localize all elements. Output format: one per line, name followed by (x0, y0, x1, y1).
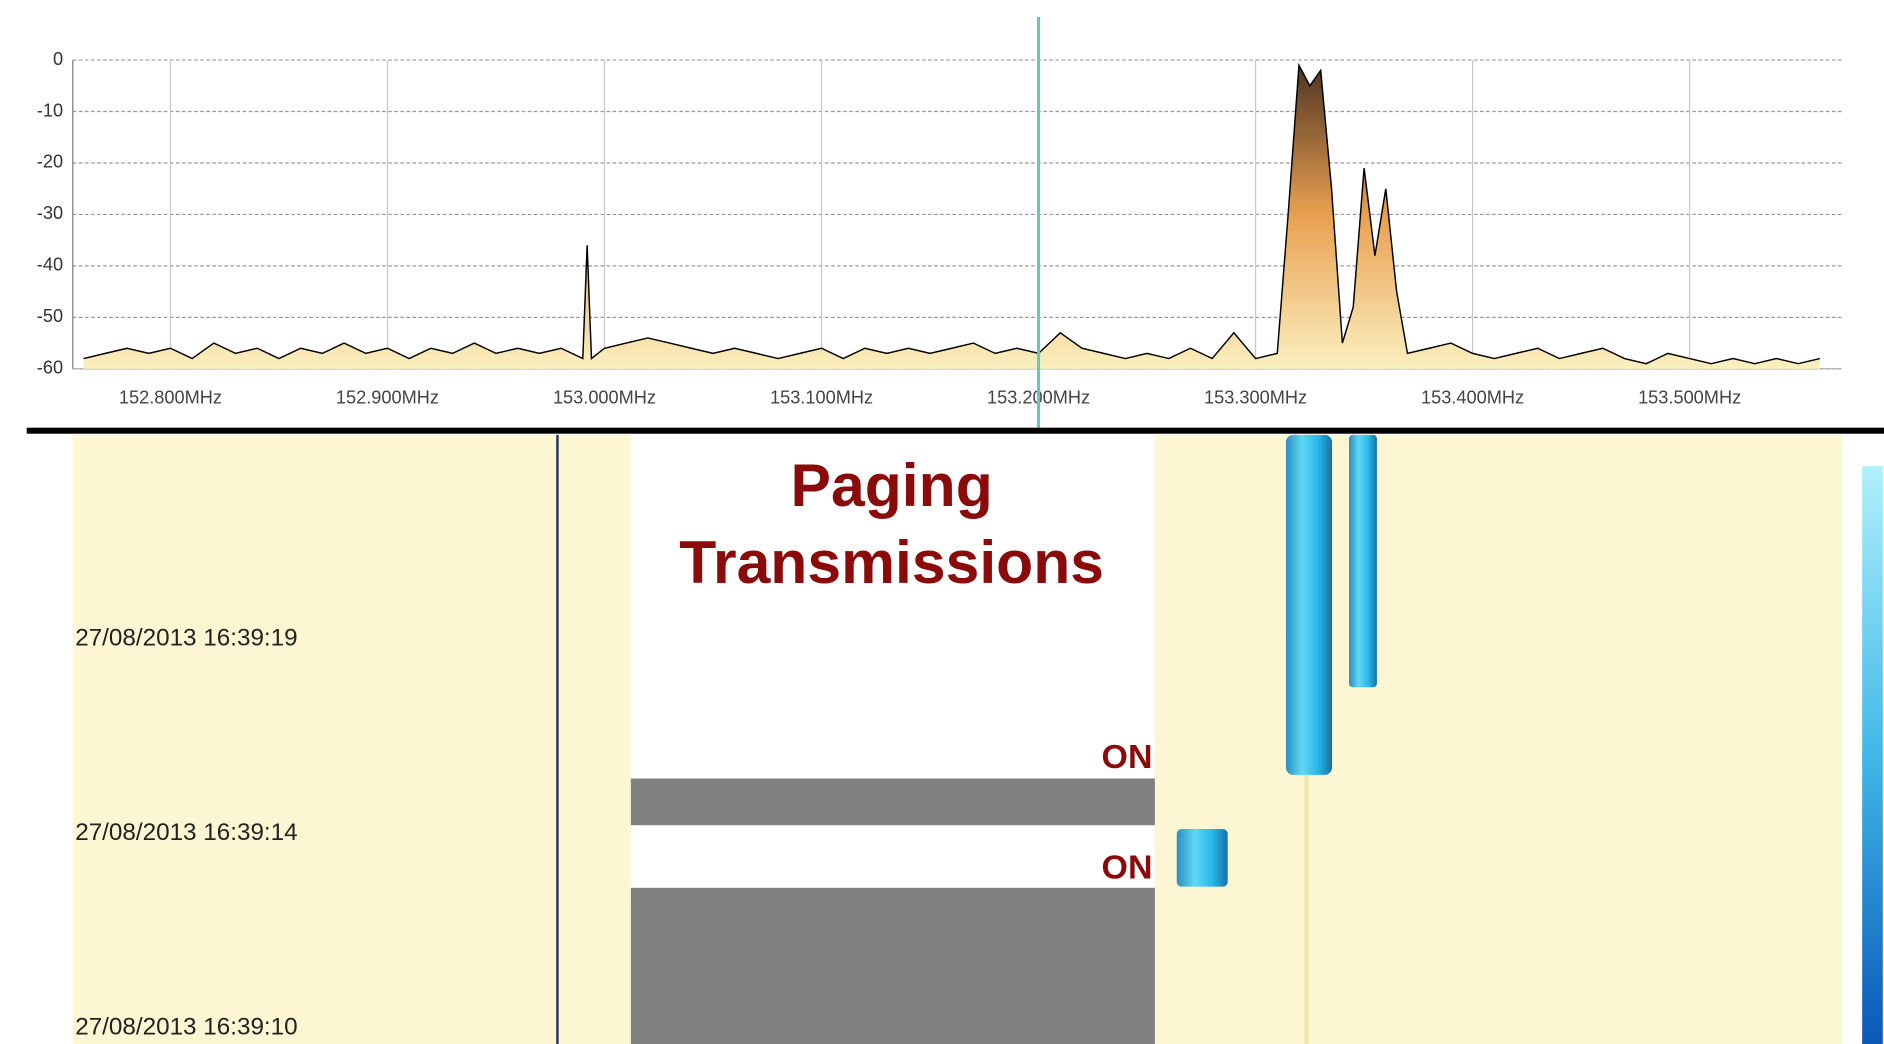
off-band (631, 888, 1155, 1044)
x-tick-label: 153.500MHz (1638, 388, 1741, 408)
off-band (631, 778, 1155, 825)
annotation: Transmissions (679, 528, 1104, 596)
x-tick-label: 152.800MHz (119, 388, 222, 408)
timestamp: 27/08/2013 16:39:14 (75, 819, 297, 846)
y-tick-label: -60 (37, 358, 63, 378)
signal-trace (1349, 435, 1377, 687)
x-tick-label: 153.300MHz (1204, 388, 1307, 408)
x-tick-label: 152.900MHz (336, 388, 439, 408)
spectrum-app: 0 -10 -20 -30 -40 -50 -60 152.800MHz 152.900MHz 1… (0, 0, 1884, 1044)
divider (27, 428, 1884, 434)
signal-trace (1177, 829, 1228, 887)
y-tick-label: -20 (37, 152, 63, 172)
y-tick-label: -50 (37, 306, 63, 326)
on-label: ON (1102, 738, 1153, 776)
x-tick-label: 153.000MHz (553, 388, 656, 408)
signal-trace (1286, 435, 1332, 775)
on-label: ON (1102, 849, 1153, 887)
annotation-box (631, 825, 1155, 887)
color-bar (1862, 466, 1883, 1044)
timestamp: 27/08/2013 16:39:10 (75, 1014, 297, 1041)
x-tick-label: 153.100MHz (770, 388, 873, 408)
x-tick-label: 153.400MHz (1421, 388, 1524, 408)
y-tick-label: -10 (37, 100, 63, 120)
y-tick-label: 0 (53, 49, 63, 69)
annotation: Paging (791, 451, 993, 519)
timestamp: 27/08/2013 16:39:19 (75, 625, 297, 652)
y-tick-label: -30 (37, 203, 63, 223)
y-tick-label: -40 (37, 255, 63, 275)
